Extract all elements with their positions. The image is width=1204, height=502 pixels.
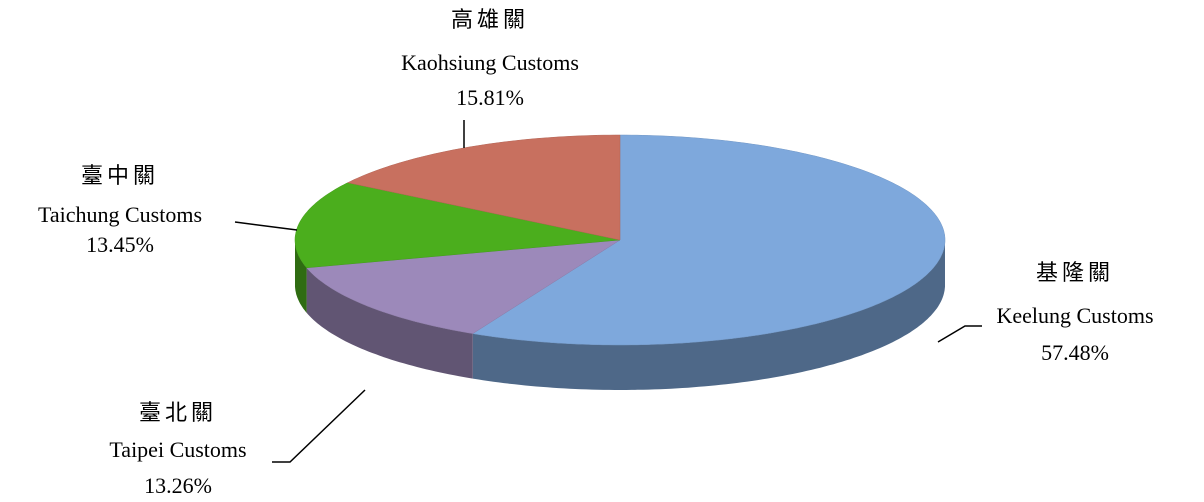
slice-side	[472, 240, 945, 390]
slice-top	[346, 134, 621, 241]
leader-line	[234, 221, 298, 231]
slice-top	[294, 182, 621, 269]
value-label: 57.48%	[1041, 340, 1109, 365]
label-en: Taichung Customs	[38, 202, 202, 227]
label-en: Taipei Customs	[109, 437, 246, 462]
label-zh: 臺北關	[139, 400, 217, 425]
label-zh: 基隆關	[1036, 260, 1114, 285]
leader-line	[272, 389, 366, 463]
value-label: 13.45%	[86, 232, 154, 257]
slice	[346, 134, 621, 241]
slice-top	[472, 134, 946, 346]
value-label: 15.81%	[456, 85, 524, 110]
label-en: Kaohsiung Customs	[401, 50, 579, 75]
label-zh: 高雄關	[451, 7, 529, 32]
label-en: Keelung Customs	[996, 303, 1153, 328]
label-zh: 臺中關	[81, 163, 159, 188]
leader-line	[937, 325, 982, 343]
slice-side	[295, 240, 307, 313]
slice	[472, 134, 946, 390]
slice	[294, 182, 621, 313]
value-label: 13.26%	[144, 473, 212, 497]
slice	[306, 239, 621, 379]
slice-side	[306, 267, 473, 379]
slice-top	[306, 239, 621, 334]
